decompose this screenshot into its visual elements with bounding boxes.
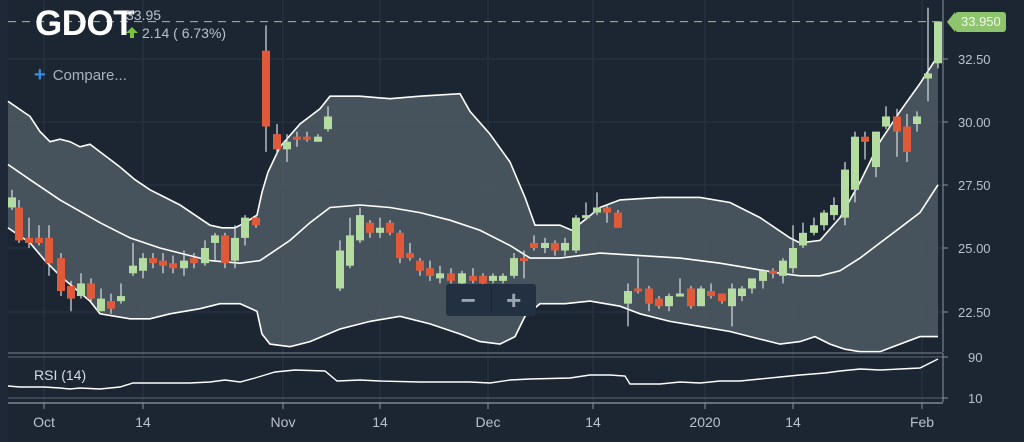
candlestick-series bbox=[8, 7, 942, 327]
quote-change: 2.14 ( 6.73%) bbox=[126, 25, 226, 41]
quote-change-value: 2.14 ( 6.73%) bbox=[142, 25, 227, 41]
time-axis-ticks bbox=[43, 403, 923, 409]
left-edge-strip bbox=[0, 0, 8, 442]
up-arrow-icon bbox=[126, 27, 138, 38]
bollinger-band-fill bbox=[8, 55, 938, 352]
x-label-dec-14: 14 bbox=[585, 414, 601, 430]
rsi-label: RSI (14) bbox=[34, 367, 87, 383]
bollinger-middle-line bbox=[7, 163, 939, 277]
x-label-oct-14: 14 bbox=[135, 414, 151, 430]
bollinger-upper-line bbox=[7, 55, 939, 244]
price-label-27-50: 27.50 bbox=[958, 178, 991, 193]
compare-button[interactable]: + Compare... bbox=[34, 65, 127, 85]
price-axis-ticks bbox=[943, 58, 948, 313]
x-label-nov-14: 14 bbox=[372, 414, 388, 430]
x-label-feb: Feb bbox=[909, 414, 935, 430]
rsi-label-90: 90 bbox=[968, 350, 983, 365]
plus-icon: + bbox=[34, 64, 46, 86]
ticker-symbol: GDOT bbox=[35, 4, 135, 43]
last-price-badge: 33.950 bbox=[947, 12, 1006, 32]
price-label-25-00: 25.00 bbox=[958, 241, 991, 256]
zoom-separator bbox=[490, 288, 492, 312]
x-label-dec: Dec bbox=[475, 414, 501, 430]
rsi-line bbox=[7, 358, 939, 390]
price-label-32-50: 32.50 bbox=[958, 52, 991, 67]
zoom-controls: − + bbox=[446, 284, 536, 316]
price-label-22-50: 22.50 bbox=[958, 305, 991, 320]
x-label-jan-14: 14 bbox=[785, 414, 801, 430]
rsi-label-10: 10 bbox=[968, 391, 983, 406]
price-label-30-00: 30.00 bbox=[958, 115, 991, 130]
quote-price: 33.95 bbox=[126, 7, 162, 23]
zoom-in-button[interactable]: + bbox=[506, 284, 522, 315]
x-label-nov: Nov bbox=[270, 414, 296, 430]
x-label-oct: Oct bbox=[33, 414, 55, 430]
zoom-out-button[interactable]: − bbox=[460, 284, 476, 315]
bollinger-lower-line bbox=[7, 227, 938, 353]
x-label-2020: 2020 bbox=[689, 414, 721, 430]
compare-label: Compare... bbox=[52, 66, 127, 84]
